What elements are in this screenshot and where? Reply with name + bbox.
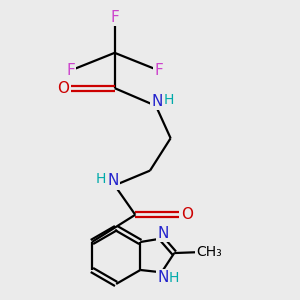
- Text: H: H: [164, 93, 174, 107]
- Text: N: N: [152, 94, 163, 109]
- Text: O: O: [57, 81, 69, 96]
- Text: F: F: [154, 63, 163, 78]
- Text: CH₃: CH₃: [196, 245, 222, 259]
- Text: F: F: [110, 10, 119, 25]
- Text: H: H: [95, 172, 106, 186]
- Text: N: N: [157, 270, 169, 285]
- Text: N: N: [157, 226, 169, 241]
- Text: O: O: [181, 207, 193, 222]
- Text: H: H: [169, 271, 179, 285]
- Text: N: N: [107, 173, 119, 188]
- Text: F: F: [66, 63, 75, 78]
